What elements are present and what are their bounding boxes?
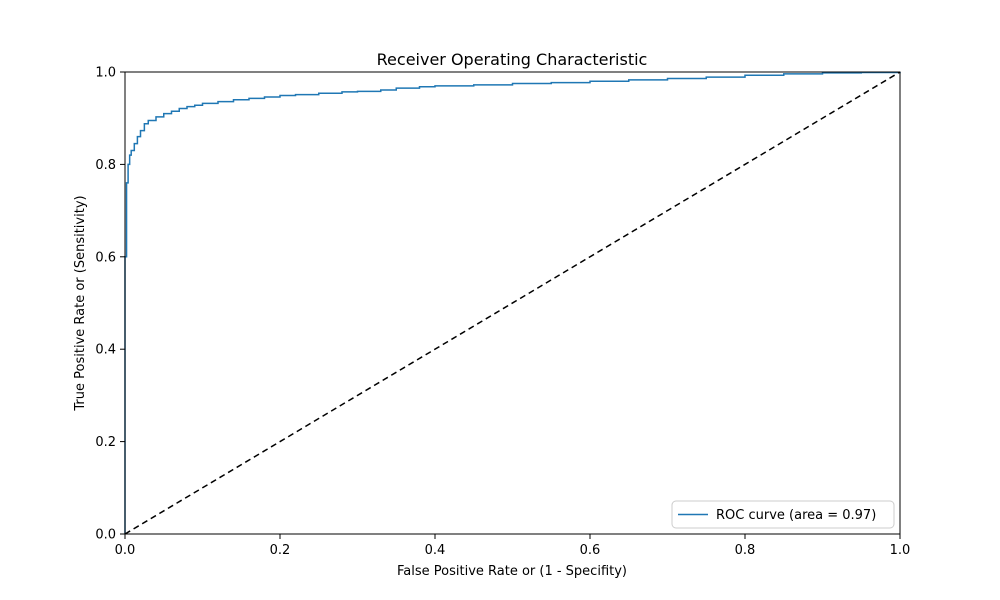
y-tick-label: 0.8 bbox=[95, 158, 116, 173]
x-tick-label: 0.2 bbox=[270, 543, 291, 558]
x-tick-label: 0.8 bbox=[735, 543, 756, 558]
x-tick-label: 1.0 bbox=[890, 543, 911, 558]
legend-box bbox=[671, 500, 895, 529]
roc-curve-line bbox=[124, 71, 901, 534]
plot-frame bbox=[124, 71, 901, 535]
diagonal-reference-line bbox=[124, 71, 901, 535]
y-tick-label: 0.6 bbox=[95, 250, 116, 265]
x-tick-label: 0.4 bbox=[425, 543, 446, 558]
legend-label: ROC curve (area = 0.97) bbox=[716, 508, 876, 523]
x-tick-label: 0.6 bbox=[580, 543, 601, 558]
chart-title: Receiver Operating Characteristic bbox=[377, 50, 648, 69]
x-axis-label: False Positive Rate or (1 - Specifity) bbox=[397, 564, 627, 579]
plot-area bbox=[124, 71, 901, 535]
y-tick-label: 0.0 bbox=[95, 528, 116, 543]
legend: ROC curve (area = 0.97) bbox=[671, 500, 895, 529]
y-axis-label: True Positive Rate or (Sensitivity) bbox=[73, 195, 88, 411]
x-tick-label: 0.0 bbox=[115, 543, 136, 558]
y-axis: 0.0 0.2 0.4 0.6 0.8 1.0 bbox=[95, 66, 125, 543]
y-tick-label: 0.4 bbox=[95, 343, 116, 358]
y-tick-label: 0.2 bbox=[95, 435, 116, 450]
x-axis: 0.0 0.2 0.4 0.6 0.8 1.0 bbox=[115, 534, 911, 558]
y-tick-label: 1.0 bbox=[95, 66, 116, 81]
